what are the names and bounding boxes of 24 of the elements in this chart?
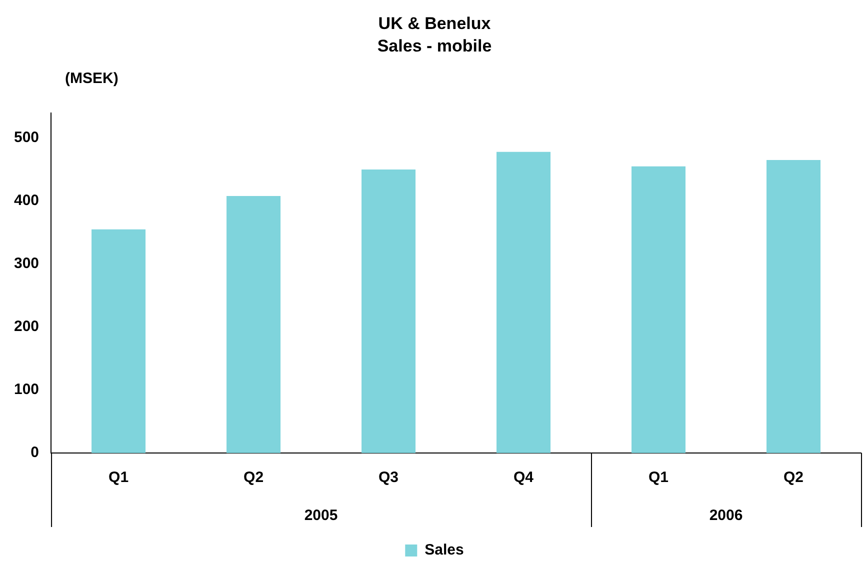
bar <box>632 166 686 453</box>
y-axis-title: (MSEK) <box>65 70 118 87</box>
chart-title: UK & Benelux <box>378 14 492 33</box>
x-tick-label: Q2 <box>783 469 804 486</box>
x-tick-label: Q1 <box>108 469 129 486</box>
bar <box>496 152 551 453</box>
x-tick-label: Q2 <box>244 469 264 486</box>
bar <box>226 196 281 453</box>
x-tick-label: Q4 <box>514 469 534 486</box>
x-tick-label: Q1 <box>648 469 669 486</box>
y-tick-label: 200 <box>14 318 40 336</box>
bar <box>92 229 146 453</box>
y-tick-label: 400 <box>14 192 40 210</box>
bar <box>766 160 820 453</box>
legend-label: Sales <box>424 542 464 559</box>
y-tick-label: 300 <box>14 255 40 272</box>
y-tick-label: 500 <box>14 129 40 146</box>
bar <box>362 170 416 453</box>
text: 2006 <box>709 507 743 524</box>
x-tick-label: Q3 <box>378 469 399 486</box>
text: 2005 <box>304 507 338 524</box>
y-tick-label: 100 <box>14 381 40 398</box>
y-tick-label: 0 <box>30 444 40 462</box>
chart-subtitle: Sales - mobile <box>377 36 492 56</box>
